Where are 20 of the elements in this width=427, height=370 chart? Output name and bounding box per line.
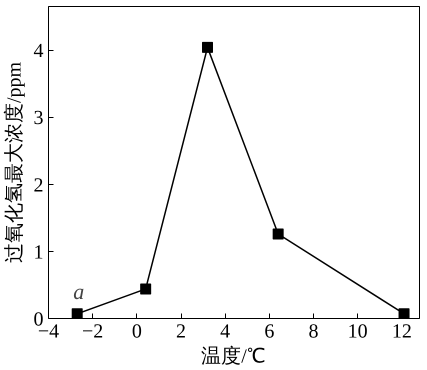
x-tick-label: 8 [308, 320, 318, 342]
y-tick-label: 1 [34, 241, 44, 264]
annotation: a [73, 278, 84, 304]
x-tick-label: 10 [348, 320, 368, 342]
y-tick-label: 4 [34, 40, 44, 62]
point [140, 283, 152, 294]
x-axis-title: 温度/℃ [201, 346, 265, 368]
x-tick-label: 2 [176, 320, 186, 342]
y-tick-label: 2 [34, 174, 44, 196]
point [398, 308, 410, 318]
x-tick-label: 4 [220, 320, 230, 342]
x-tick-label: 12 [392, 320, 412, 342]
point [202, 42, 213, 53]
point [272, 228, 284, 240]
x-tick-label: −2 [82, 320, 104, 342]
x-tick-label: 6 [264, 320, 274, 342]
y-tick-label: 3 [34, 107, 44, 130]
y-axis-title: 过氧化氢最大浓度/ppm [4, 62, 26, 264]
x-tick-label: 0 [132, 320, 142, 342]
point [72, 308, 83, 318]
